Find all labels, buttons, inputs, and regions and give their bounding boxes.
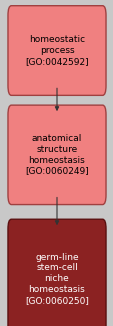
FancyBboxPatch shape — [8, 6, 105, 96]
Text: homeostatic
process
[GO:0042592]: homeostatic process [GO:0042592] — [25, 35, 88, 66]
FancyBboxPatch shape — [8, 105, 105, 205]
Text: anatomical
structure
homeostasis
[GO:0060249]: anatomical structure homeostasis [GO:006… — [25, 134, 88, 175]
FancyBboxPatch shape — [8, 219, 105, 326]
Text: germ-line
stem-cell
niche
homeostasis
[GO:0060250]: germ-line stem-cell niche homeostasis [G… — [25, 253, 88, 305]
